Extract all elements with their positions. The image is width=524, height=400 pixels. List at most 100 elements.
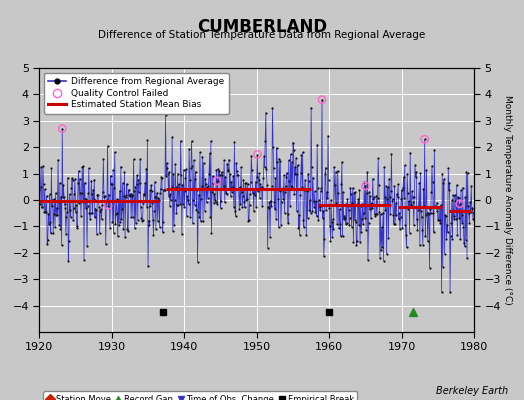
Point	[90, 196, 98, 202]
Point	[232, 160, 241, 166]
Point	[292, 207, 301, 214]
Point	[467, 205, 476, 212]
Point	[78, 164, 86, 170]
Point	[181, 188, 189, 195]
Point	[418, 214, 426, 220]
Point	[392, 191, 401, 197]
Point	[67, 213, 75, 220]
Point	[289, 140, 297, 146]
Point	[180, 204, 189, 210]
Point	[351, 216, 359, 223]
Point	[103, 197, 111, 203]
Point	[38, 203, 47, 210]
Point	[74, 180, 82, 186]
Point	[129, 214, 137, 220]
Point	[159, 219, 167, 226]
Point	[391, 221, 399, 227]
Point	[229, 172, 237, 179]
Point	[197, 196, 205, 202]
Point	[106, 224, 114, 231]
Point	[388, 198, 396, 204]
Point	[245, 217, 253, 224]
Point	[222, 190, 230, 197]
Point	[166, 203, 174, 210]
Point	[404, 206, 412, 212]
Point	[191, 176, 199, 182]
Point	[443, 222, 451, 228]
Point	[82, 205, 90, 211]
Point	[208, 230, 216, 236]
Point	[446, 289, 454, 296]
Point	[126, 190, 135, 197]
Point	[299, 149, 307, 156]
Point	[267, 198, 275, 204]
Point	[280, 210, 289, 216]
Point	[461, 243, 469, 249]
Point	[110, 185, 118, 191]
Point	[444, 165, 452, 171]
Point	[213, 178, 221, 184]
Point	[111, 220, 119, 227]
Point	[457, 187, 465, 194]
Point	[451, 192, 459, 198]
Point	[447, 220, 455, 226]
Point	[312, 212, 321, 219]
Point	[36, 184, 45, 190]
Point	[61, 205, 70, 211]
Point	[193, 258, 202, 265]
Point	[447, 197, 456, 203]
Point	[95, 203, 103, 210]
Point	[195, 214, 203, 220]
Point	[277, 199, 286, 206]
Point	[268, 104, 277, 111]
Point	[194, 209, 202, 215]
Point	[265, 204, 273, 211]
Point	[190, 202, 199, 208]
Point	[187, 165, 195, 172]
Point	[239, 176, 248, 183]
Point	[169, 170, 178, 177]
Point	[408, 188, 416, 194]
Point	[208, 189, 216, 196]
Point	[176, 200, 184, 207]
Point	[294, 225, 303, 232]
Point	[450, 213, 458, 220]
Point	[76, 190, 84, 196]
Point	[68, 175, 76, 181]
Point	[335, 225, 343, 231]
Point	[324, 176, 333, 183]
Point	[142, 166, 150, 172]
Point	[217, 169, 226, 175]
Point	[346, 214, 354, 221]
Point	[367, 200, 376, 206]
Point	[261, 137, 269, 144]
Point	[336, 221, 344, 228]
Point	[379, 258, 388, 264]
Point	[52, 212, 60, 218]
Point	[204, 194, 212, 201]
Point	[455, 200, 464, 207]
Point	[408, 193, 417, 200]
Point	[361, 214, 369, 221]
Point	[366, 193, 375, 200]
Point	[352, 242, 361, 248]
Point	[320, 253, 328, 260]
Point	[430, 229, 438, 236]
Point	[47, 165, 56, 172]
Point	[311, 188, 319, 194]
Point	[469, 216, 477, 222]
Point	[401, 222, 410, 228]
Point	[235, 206, 244, 212]
Point	[121, 234, 129, 240]
Point	[348, 185, 357, 191]
Point	[305, 207, 313, 213]
Point	[453, 182, 461, 188]
Point	[344, 207, 353, 213]
Point	[144, 263, 152, 269]
Point	[413, 226, 422, 233]
Point	[154, 195, 162, 201]
Point	[106, 172, 115, 179]
Point	[115, 222, 123, 228]
Point	[268, 182, 276, 189]
Point	[216, 172, 224, 178]
